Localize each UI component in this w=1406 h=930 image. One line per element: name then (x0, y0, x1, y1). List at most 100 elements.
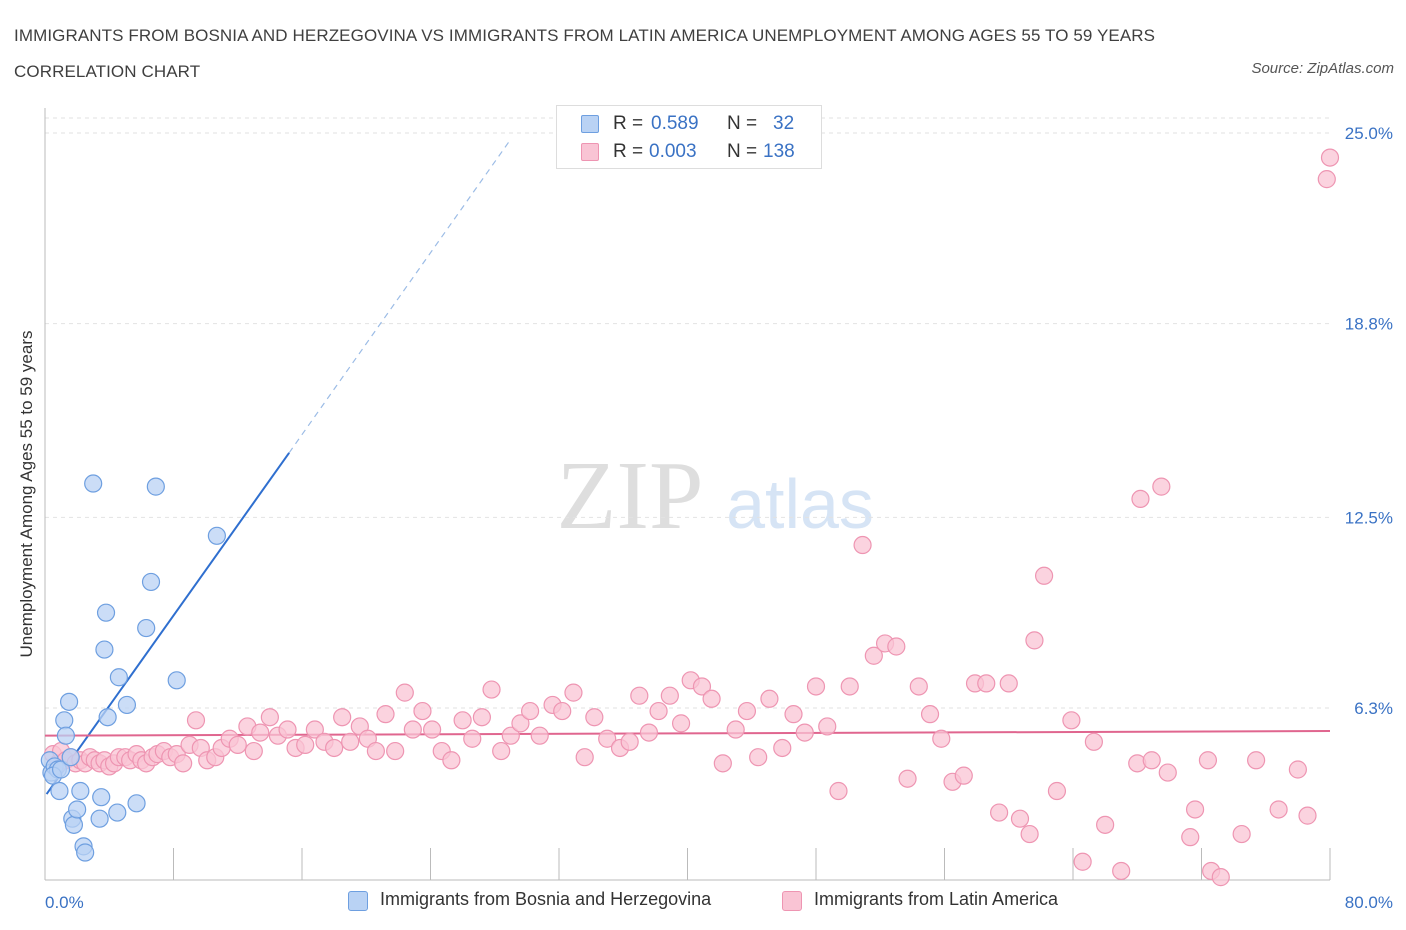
point-latin (1247, 751, 1266, 770)
point-latin (840, 677, 859, 696)
point-latin (244, 741, 263, 761)
legend-n-label: N = (727, 113, 758, 134)
point-latin (977, 674, 996, 693)
point-bosnia (71, 781, 90, 801)
point-latin (713, 754, 732, 773)
legend-n-value: 32 (773, 113, 795, 134)
legend-n-value: 138 (763, 141, 795, 162)
point-latin (1185, 800, 1205, 819)
point-latin (760, 689, 779, 708)
point-latin (341, 732, 360, 751)
point-latin (806, 677, 826, 696)
point-latin (639, 723, 659, 742)
point-bosnia (207, 526, 226, 545)
point-latin (726, 720, 745, 739)
tick-labels: 6.3% 12.5% 18.8% 25.0% 0.0% 80.0% (45, 124, 1393, 912)
grid-lines (45, 117, 1330, 709)
y-tick-label: 12.5% (1345, 508, 1393, 527)
point-latin (1198, 751, 1218, 770)
legend-r-label: R = (613, 113, 644, 134)
point-bosnia (117, 695, 137, 715)
point-latin (1062, 711, 1081, 730)
point-latin (702, 689, 721, 708)
trend-line-bosnia-extension (288, 138, 512, 454)
point-latin (737, 701, 757, 721)
point-latin (954, 766, 973, 785)
point-latin (1073, 852, 1092, 871)
point-latin (511, 714, 530, 733)
point-latin (278, 720, 297, 739)
legend-n-label: N = (727, 141, 758, 162)
point-latin (482, 680, 501, 699)
point-bosnia (64, 815, 84, 834)
source-label: Source: ZipAtlas.com (1251, 60, 1394, 77)
point-latin (1317, 170, 1336, 189)
point-latin (413, 701, 432, 721)
point-latin (423, 720, 442, 739)
point-latin (692, 677, 712, 696)
point-latin (501, 726, 520, 745)
point-latin (773, 738, 792, 758)
point-latin (186, 711, 206, 730)
point-latin (492, 741, 511, 761)
bottom-legend-swatch-bosnia (348, 891, 368, 911)
point-latin (1020, 824, 1039, 844)
point-bosnia (146, 477, 165, 496)
point-latin (564, 683, 583, 702)
point-latin (898, 769, 917, 788)
point-latin (463, 729, 482, 748)
point-latin (395, 683, 414, 702)
point-latin (520, 701, 540, 721)
point-latin (1211, 868, 1230, 887)
watermark-zip: ZIP (557, 442, 704, 550)
point-latin (1152, 477, 1171, 496)
point-latin (403, 720, 422, 739)
point-latin (749, 748, 768, 767)
point-latin (887, 637, 906, 656)
point-latin (999, 674, 1018, 693)
point-latin (1320, 148, 1340, 167)
x-tick-label: 80.0% (1345, 893, 1393, 912)
point-latin (1288, 760, 1307, 779)
point-latin (920, 705, 940, 724)
point-bosnia (141, 572, 161, 592)
y-tick-label: 18.8% (1345, 315, 1393, 334)
point-bosnia (92, 788, 111, 807)
data-points (40, 148, 1340, 887)
point-latin (530, 726, 549, 745)
point-latin (325, 738, 344, 758)
legend-r-value: 0.589 (651, 113, 699, 134)
point-latin (376, 705, 395, 724)
watermark: ZIP atlas (557, 442, 874, 550)
point-latin (174, 754, 193, 773)
point-latin (386, 741, 405, 761)
point-latin (630, 686, 649, 705)
legend-r-label: R = (613, 141, 644, 162)
point-latin (795, 723, 814, 742)
point-latin (585, 708, 604, 727)
point-latin (864, 646, 883, 665)
point-latin (442, 751, 461, 770)
point-bosnia (108, 803, 127, 822)
bottom-legend-label-latin: Immigrants from Latin America (814, 889, 1059, 909)
point-bosnia (51, 760, 71, 779)
point-latin (1142, 751, 1161, 770)
point-latin (305, 720, 324, 739)
legend-swatch-latin (581, 143, 599, 161)
point-latin (598, 729, 617, 748)
point-bosnia (50, 781, 69, 801)
point-latin (1112, 861, 1131, 881)
point-latin (990, 803, 1009, 822)
point-latin (909, 677, 928, 696)
point-latin (1025, 631, 1044, 650)
point-bosnia (167, 671, 186, 690)
point-latin (1034, 566, 1054, 585)
point-latin (453, 711, 472, 730)
point-bosnia (76, 843, 95, 862)
point-bosnia (61, 748, 80, 767)
trend-line-bosnia (45, 452, 290, 795)
point-bosnia (127, 794, 146, 813)
point-latin (620, 732, 639, 751)
point-latin (1269, 800, 1288, 819)
point-latin (1010, 809, 1030, 828)
